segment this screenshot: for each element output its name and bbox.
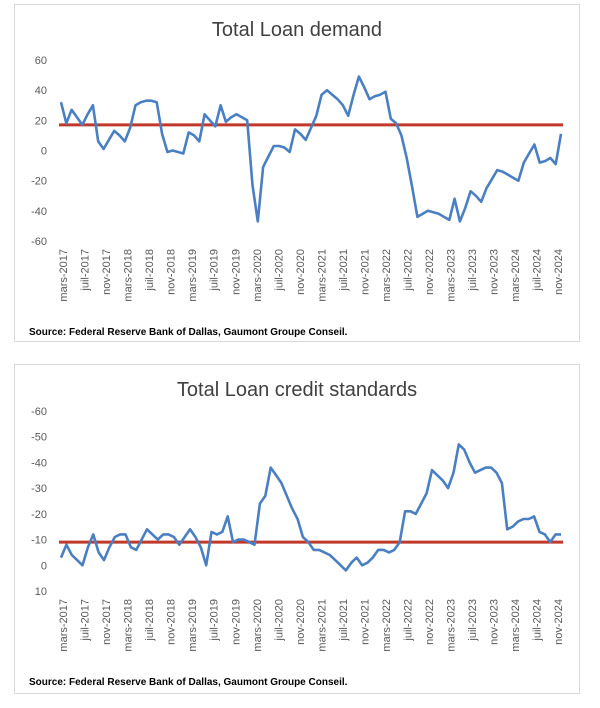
x-tick-label: juil-2022 [403, 249, 415, 292]
y-tick-label: 40 [35, 85, 47, 97]
y-tick-label: 0 [41, 146, 47, 158]
x-tick-label: juil-2021 [338, 599, 350, 642]
x-tick-label: nov-2024 [553, 599, 565, 645]
y-tick-label: -60 [31, 406, 47, 418]
chart-title: Total Loan credit standards [176, 379, 418, 401]
y-tick-label: -60 [31, 236, 47, 248]
x-tick-label: juil-2017 [80, 599, 92, 642]
loan-demand-chart: 60 40 20 0 -20 -40 -60 mars-2017 juil-2017 nov-20… [31, 55, 565, 302]
y-tick-label: -10 [31, 535, 47, 547]
x-tick-label: mars-2020 [252, 249, 264, 302]
x-tick-label: mars-2021 [316, 599, 328, 652]
x-tick-label: mars-2023 [446, 249, 458, 302]
y-tick-label: 0 [41, 560, 47, 572]
y-tick-label: -40 [31, 457, 47, 469]
x-tick-label: mars-2020 [252, 599, 264, 652]
y-tick-label: -20 [31, 509, 47, 521]
y-tick-label: -50 [31, 432, 47, 444]
x-tick-label: nov-2021 [359, 599, 371, 645]
x-tick-label: juil-2022 [403, 599, 415, 642]
x-tick-label: mars-2018 [123, 249, 135, 302]
y-tick-label: -20 [31, 176, 47, 188]
x-tick-label: nov-2024 [553, 249, 565, 295]
x-tick-label: juil-2023 [467, 599, 479, 642]
y-tick-label: -40 [31, 206, 47, 218]
x-tick-label: juil-2020 [273, 249, 285, 292]
source-note: Source: Federal Reserve Bank of Dallas, … [29, 327, 348, 338]
x-tick-label: juil-2024 [532, 249, 544, 292]
x-tick-label: nov-2018 [166, 599, 178, 645]
y-tick-label: -30 [31, 483, 47, 495]
x-tick-label: mars-2019 [187, 599, 199, 652]
x-tick-label: mars-2024 [510, 599, 522, 652]
x-tick-label: juil-2017 [80, 249, 92, 292]
x-tick-label: juil-2023 [467, 249, 479, 292]
credit-standards-chart: -60 -50 -40 -30 -20 -10 0 10 mars-2017 juil-2017 n… [31, 406, 565, 652]
x-tick-label: juil-2018 [144, 249, 156, 292]
x-tick-label: mars-2018 [123, 599, 135, 652]
x-tick-label: nov-2022 [424, 249, 436, 295]
series-line [59, 75, 563, 223]
x-tick-label: mars-2023 [446, 599, 458, 652]
x-tick-label: nov-2023 [489, 599, 501, 645]
x-tick-label: nov-2019 [230, 249, 242, 295]
x-tick-label: nov-2022 [424, 599, 436, 645]
x-tick-label: mars-2021 [316, 249, 328, 302]
x-tick-label: nov-2018 [166, 249, 178, 295]
x-tick-label: juil-2018 [144, 599, 156, 642]
loan-demand-panel: Total Loan demand 60 40 20 0 -20 -40 -60 mars-2… [14, 4, 580, 342]
x-tick-label: juil-2024 [532, 599, 544, 642]
x-tick-label: nov-2021 [359, 249, 371, 295]
x-tick-label: juil-2019 [209, 249, 221, 292]
x-tick-label: nov-2023 [489, 249, 501, 295]
x-tick-label: nov-2017 [101, 599, 113, 645]
x-tick-label: nov-2020 [295, 599, 307, 645]
x-tick-label: nov-2019 [230, 599, 242, 645]
x-tick-label: mars-2022 [381, 249, 393, 302]
x-tick-label: mars-2024 [510, 249, 522, 302]
x-tick-label: juil-2019 [209, 599, 221, 642]
x-tick-label: mars-2017 [58, 599, 70, 652]
x-tick-label: juil-2021 [338, 249, 350, 292]
chart-title: Total Loan demand [211, 19, 383, 41]
x-tick-label: mars-2017 [58, 249, 70, 302]
x-tick-label: nov-2020 [295, 249, 307, 295]
y-tick-label: 10 [35, 586, 47, 598]
y-tick-label: 20 [35, 115, 47, 127]
series-line [59, 443, 561, 572]
x-tick-label: mars-2019 [187, 249, 199, 302]
credit-standards-panel: Total Loan credit standards -60 -50 -40 -30… [14, 364, 580, 694]
source-note: Source: Federal Reserve Bank of Dallas, … [29, 677, 348, 688]
x-tick-label: juil-2020 [273, 599, 285, 642]
y-tick-label: 60 [35, 55, 47, 67]
x-tick-label: mars-2022 [381, 599, 393, 652]
x-tick-label: nov-2017 [101, 249, 113, 295]
